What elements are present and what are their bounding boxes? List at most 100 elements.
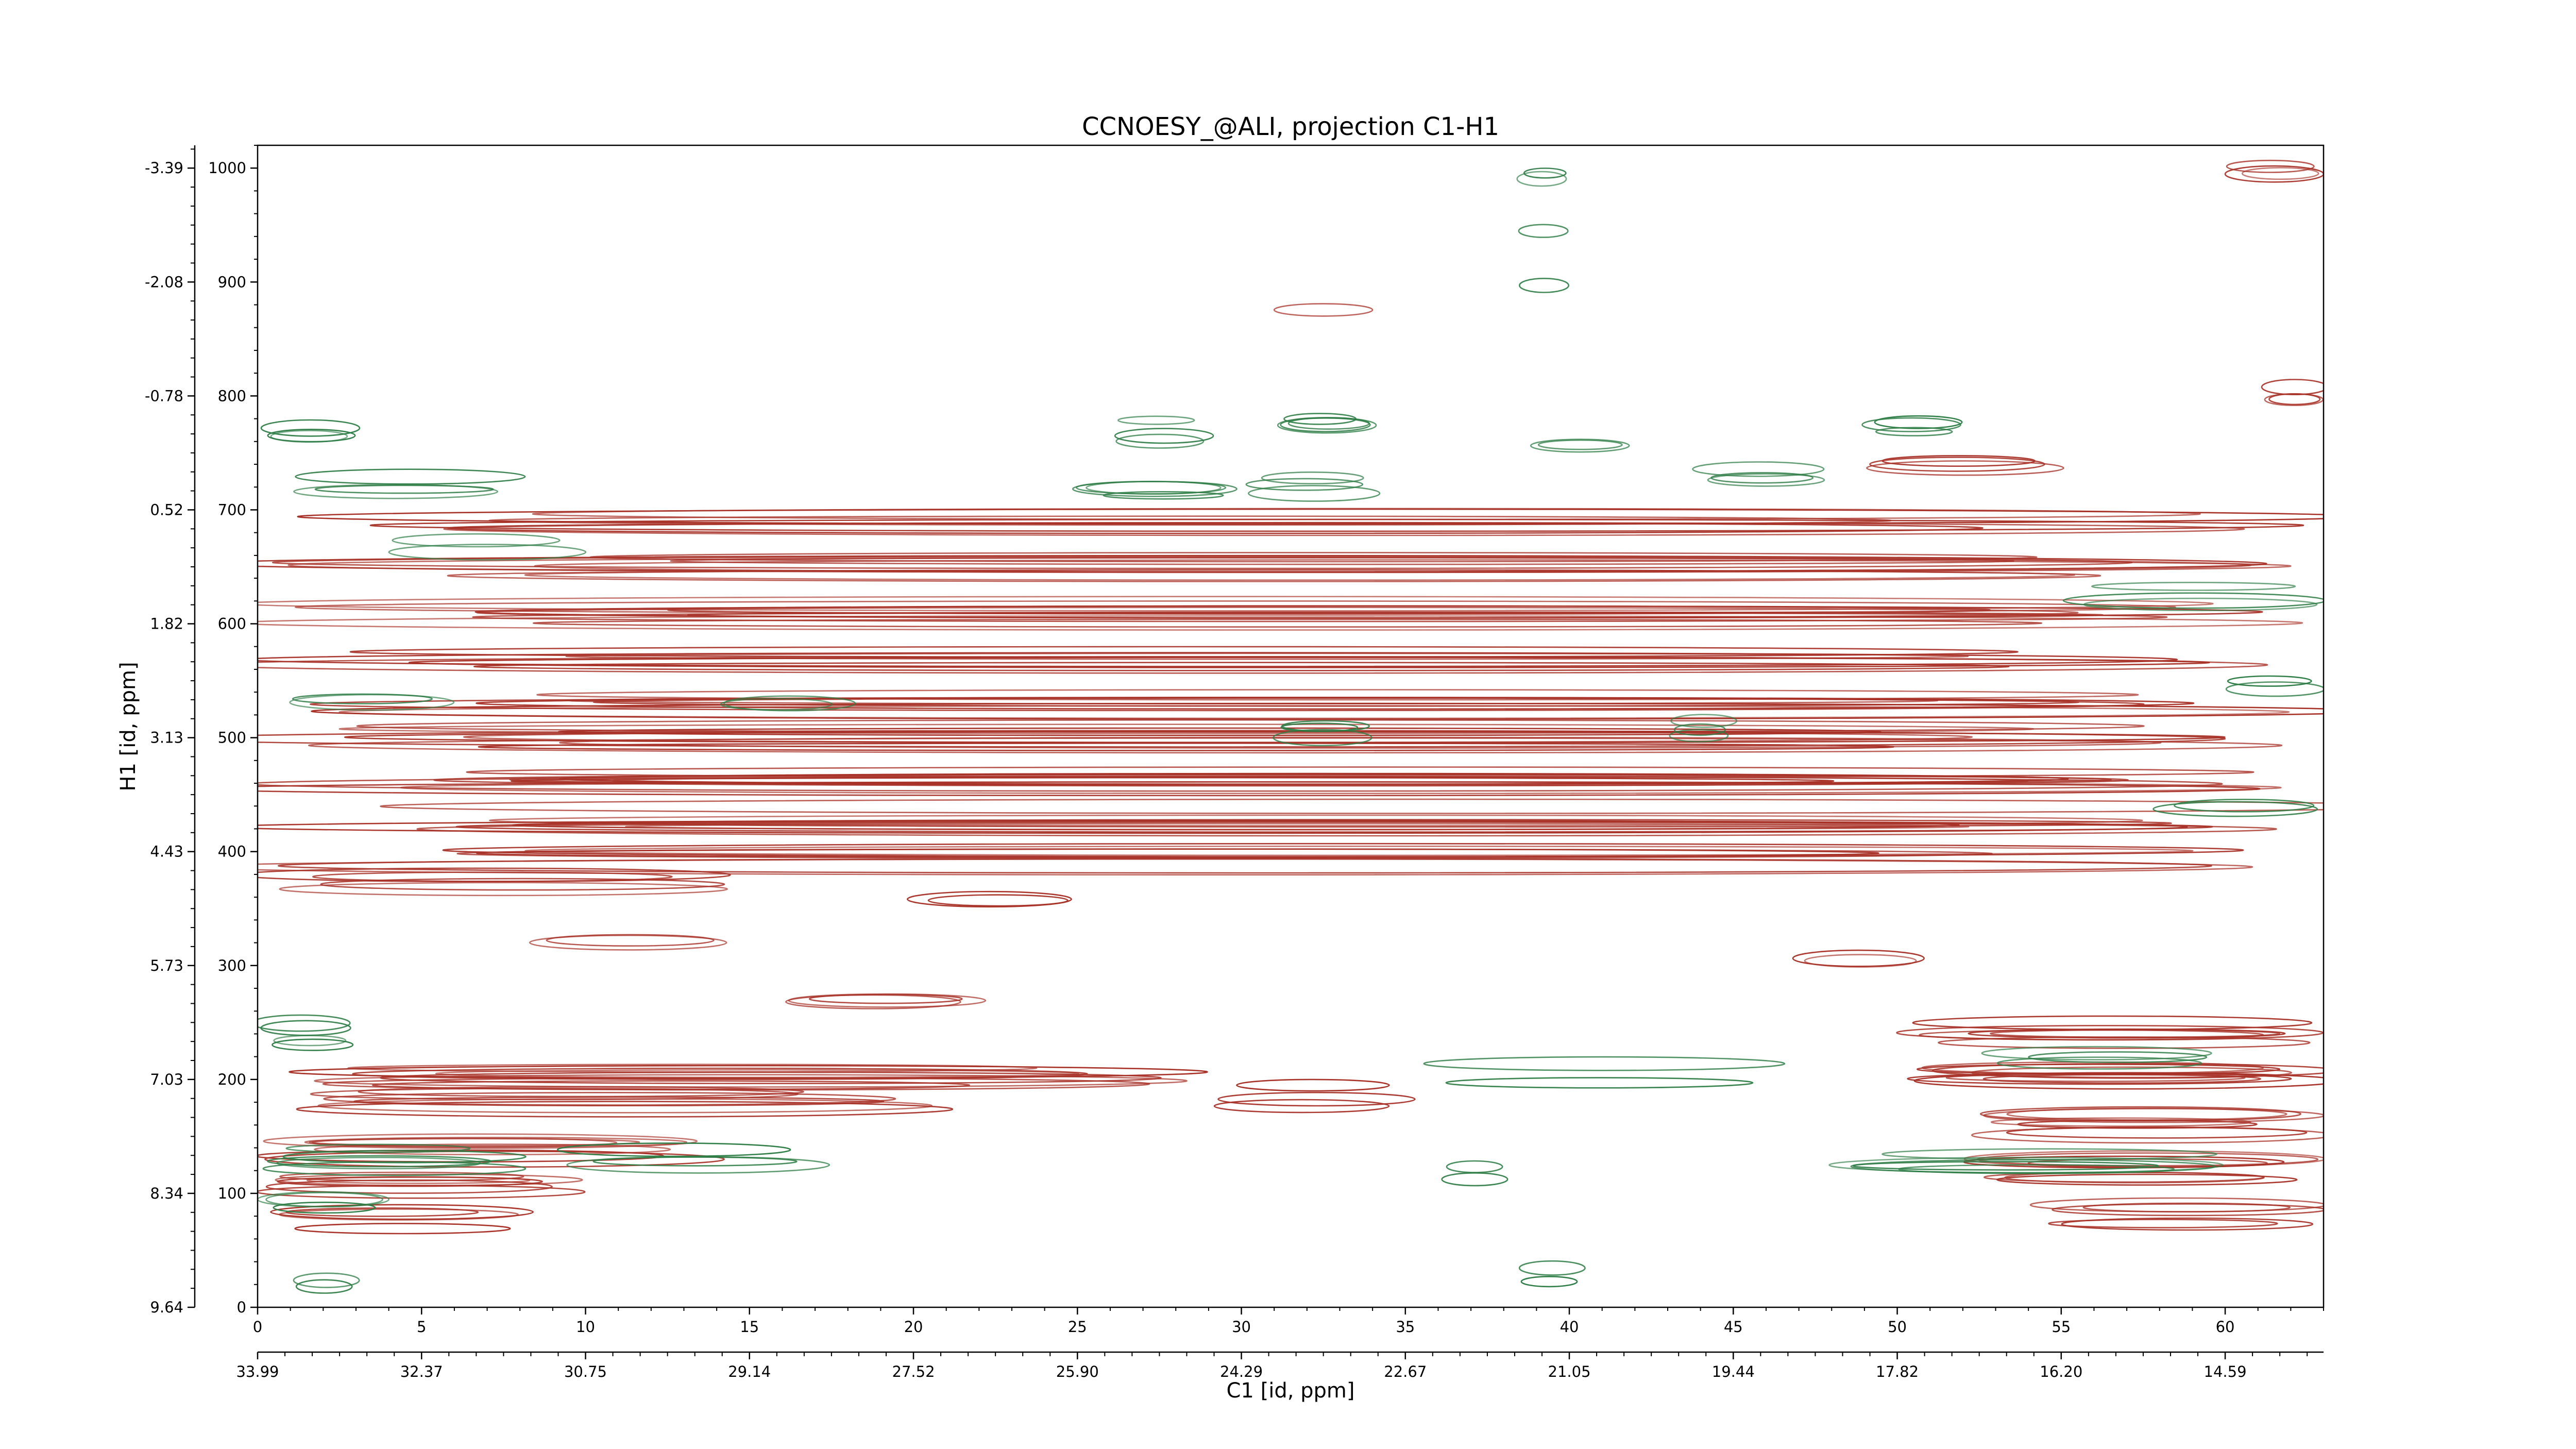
positive-contour-line — [310, 1088, 799, 1101]
positive-peak-band-24 — [2224, 159, 2324, 183]
chart-title: CCNOESY_@ALI, projection C1-H1 — [1082, 112, 1499, 141]
x-tick-label: 60 — [2216, 1318, 2235, 1336]
negative-peak-band-11 — [293, 468, 526, 499]
y-ppm-tick-label: -0.78 — [145, 387, 183, 405]
positive-peak-band-8 — [258, 843, 2253, 875]
negative-contour-line — [273, 1202, 376, 1214]
positive-contour-line — [313, 1143, 671, 1156]
positive-peak-band-14 — [270, 1204, 534, 1235]
positive-contour-line — [447, 522, 1984, 534]
negative-peak-band-28 — [2225, 675, 2324, 697]
negative-contour-line — [1518, 1260, 1586, 1276]
negative-contour-line — [1280, 722, 1359, 732]
positive-contour-line — [524, 845, 2194, 856]
negative-contour-line — [295, 1279, 353, 1294]
positive-peak-band-26 — [907, 890, 1072, 908]
x-tick-label: 55 — [2052, 1318, 2071, 1336]
positive-contour-line — [279, 1171, 524, 1182]
positive-peak-band-6 — [258, 766, 2282, 797]
contour-layer — [258, 159, 2324, 1294]
negative-contour-line — [1287, 417, 1370, 430]
positive-peak-band-15 — [1896, 1015, 2324, 1049]
x-ppm-tick-label: 17.82 — [1876, 1363, 1919, 1380]
positive-contour-line — [532, 508, 2201, 520]
positive-contour-line — [463, 731, 1973, 743]
x-ppm-tick-label: 24.29 — [1220, 1363, 1263, 1380]
positive-contour-line — [1912, 1015, 2313, 1031]
x-tick-label: 40 — [1560, 1318, 1579, 1336]
positive-contour-line — [1866, 460, 2064, 476]
y-ppm-axis-ticks: 9.64 8.34 7.03 5.73 4.43 3.13 1.82 0.52 -0.78 -2.… — [145, 148, 195, 1316]
positive-peak-band-2 — [258, 596, 2303, 631]
positive-contour-line — [347, 1064, 1038, 1073]
negative-peak-band-16 — [1669, 714, 1738, 743]
negative-contour-line — [2062, 592, 2324, 609]
x-axis-label: C1 [id, ppm] — [1227, 1379, 1355, 1403]
positive-contour-line — [2006, 1126, 2308, 1139]
negative-contour-line — [1537, 439, 1623, 450]
positive-peak-band-17 — [1971, 1106, 2324, 1144]
negative-peak-band-20 — [1828, 1148, 2224, 1174]
negative-contour-line — [2153, 801, 2318, 817]
x-ppm-tick-label: 29.14 — [728, 1363, 771, 1380]
negative-peak-band-10 — [1530, 439, 1630, 453]
y-ppm-tick-label: 9.64 — [150, 1299, 183, 1316]
positive-peak-band-3 — [258, 646, 2268, 674]
positive-contour-line — [536, 689, 2139, 701]
positive-peak-band-7 — [258, 798, 2324, 837]
positive-peak-band-9 — [258, 867, 731, 897]
x-ppm-tick-label: 16.20 — [2040, 1363, 2082, 1380]
negative-contour-line — [1248, 485, 1381, 502]
positive-contour-line — [358, 1086, 804, 1098]
positive-contour-line — [264, 1151, 725, 1168]
negative-contour-line — [1117, 415, 1195, 425]
negative-contour-line — [1692, 461, 1825, 477]
negative-contour-line — [2028, 1051, 2208, 1063]
negative-peak-band-19 — [556, 1142, 831, 1174]
positive-peak-band-11 — [296, 1086, 954, 1118]
positive-contour-line — [277, 858, 2212, 874]
x-ppm-tick-label: 32.37 — [400, 1363, 443, 1380]
negative-peak-band-17 — [720, 695, 856, 712]
positive-contour-line — [476, 848, 1879, 858]
negative-peak-band-5 — [1516, 167, 1567, 187]
positive-contour-line — [687, 611, 2104, 619]
positive-contour-line — [533, 618, 2042, 628]
positive-contour-line — [279, 882, 728, 897]
y-axis-ticks: 0 100 200 300 400 500 600 700 800 900 1000 — [208, 145, 258, 1316]
positive-contour-line — [1869, 457, 2045, 472]
positive-contour-line — [472, 612, 2168, 622]
positive-peak-band-5 — [258, 719, 2283, 754]
positive-contour-line — [455, 821, 2213, 833]
y-ppm-tick-label: 3.13 — [150, 729, 183, 747]
x-ppm-tick-label: 27.52 — [892, 1363, 935, 1380]
negative-peak-band-25 — [293, 1272, 360, 1294]
positive-contour-line — [353, 1096, 885, 1106]
y-tick-label: 400 — [218, 843, 246, 861]
negative-contour-line — [282, 1150, 527, 1164]
positive-contour-line — [670, 557, 2014, 565]
positive-peak-band-19 — [2029, 1197, 2324, 1231]
positive-contour-line — [1213, 1099, 1390, 1114]
negative-contour-line — [1874, 415, 1963, 429]
negative-contour-line — [1523, 167, 1567, 179]
positive-contour-line — [2226, 159, 2315, 173]
positive-contour-line — [400, 781, 2282, 795]
y-ppm-tick-label: -3.39 — [145, 159, 183, 177]
positive-contour-line — [1217, 1091, 1416, 1107]
positive-peak-band-21 — [785, 993, 987, 1009]
negative-contour-line — [1882, 1148, 2217, 1160]
negative-peak-band-15 — [1273, 720, 1372, 747]
positive-contour-line — [557, 727, 1882, 736]
positive-contour-line — [2048, 1219, 2278, 1228]
y-tick-label: 1000 — [208, 159, 246, 177]
negative-peak-band-8 — [1692, 461, 1825, 487]
negative-contour-line — [1283, 413, 1357, 425]
y-tick-label: 300 — [218, 957, 246, 974]
positive-contour-line — [612, 776, 2029, 787]
negative-peak-band-7 — [1519, 278, 1570, 293]
positive-contour-line — [294, 1223, 511, 1235]
y-tick-label: 900 — [218, 273, 246, 291]
positive-contour-line — [1968, 1028, 2286, 1039]
negative-peak-band-13 — [2062, 582, 2324, 612]
